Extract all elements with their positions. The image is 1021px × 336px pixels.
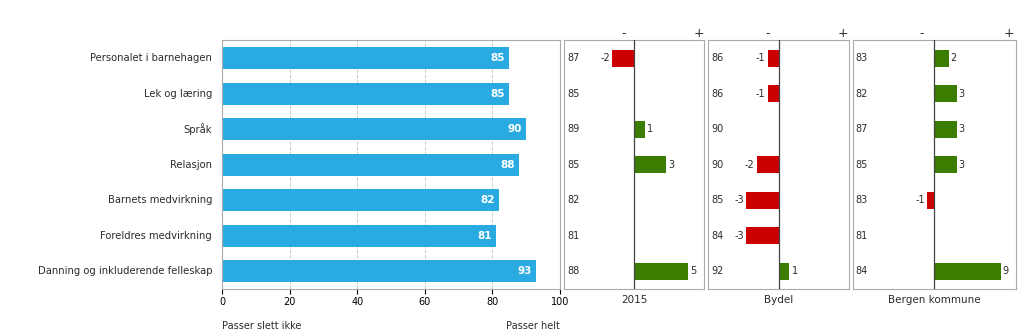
X-axis label: 2015: 2015 bbox=[621, 295, 647, 304]
Bar bbox=[757, 156, 779, 173]
Text: -2: -2 bbox=[745, 160, 755, 170]
Text: 85: 85 bbox=[490, 53, 505, 63]
Text: 3: 3 bbox=[958, 89, 964, 98]
Text: 89: 89 bbox=[567, 124, 579, 134]
Text: 83: 83 bbox=[855, 53, 867, 63]
Text: 85: 85 bbox=[490, 89, 505, 98]
Text: -: - bbox=[621, 27, 626, 40]
Text: Relasjon: Relasjon bbox=[171, 160, 212, 170]
Text: 5: 5 bbox=[690, 266, 696, 276]
Text: 81: 81 bbox=[567, 231, 579, 241]
Text: 82: 82 bbox=[855, 89, 868, 98]
Text: Lek og læring: Lek og læring bbox=[144, 89, 212, 98]
Text: Passer helt: Passer helt bbox=[505, 321, 560, 331]
Text: 93: 93 bbox=[518, 266, 532, 276]
Text: 82: 82 bbox=[567, 195, 579, 205]
Text: 83: 83 bbox=[855, 195, 867, 205]
Text: Personalet i barnehagen: Personalet i barnehagen bbox=[90, 53, 212, 63]
Bar bbox=[779, 263, 789, 280]
Bar bbox=[223, 154, 520, 176]
Bar bbox=[223, 189, 499, 211]
Bar bbox=[613, 49, 634, 67]
Text: Danning og inkluderende felleskap: Danning og inkluderende felleskap bbox=[38, 266, 212, 276]
Text: Språk: Språk bbox=[184, 123, 212, 135]
Text: 84: 84 bbox=[712, 231, 724, 241]
Bar bbox=[223, 83, 509, 104]
Bar bbox=[223, 225, 495, 247]
Bar bbox=[934, 156, 957, 173]
Bar bbox=[634, 156, 667, 173]
Text: 84: 84 bbox=[855, 266, 867, 276]
X-axis label: Bydel: Bydel bbox=[764, 295, 793, 304]
Text: -: - bbox=[920, 27, 924, 40]
Text: 86: 86 bbox=[712, 53, 724, 63]
Bar bbox=[934, 121, 957, 138]
Text: Passer slett ikke: Passer slett ikke bbox=[223, 321, 301, 331]
X-axis label: Bergen kommune: Bergen kommune bbox=[888, 295, 980, 304]
Text: -1: -1 bbox=[756, 89, 766, 98]
Text: +: + bbox=[1004, 27, 1015, 40]
Text: -3: -3 bbox=[734, 231, 744, 241]
Text: 3: 3 bbox=[958, 124, 964, 134]
Text: 88: 88 bbox=[567, 266, 579, 276]
Text: 87: 87 bbox=[855, 124, 868, 134]
Bar bbox=[768, 85, 779, 102]
Bar bbox=[746, 192, 779, 209]
Text: -1: -1 bbox=[756, 53, 766, 63]
Text: 3: 3 bbox=[669, 160, 675, 170]
Text: 3: 3 bbox=[958, 160, 964, 170]
Text: 85: 85 bbox=[567, 160, 579, 170]
Text: -1: -1 bbox=[916, 195, 925, 205]
Text: 90: 90 bbox=[712, 124, 724, 134]
Bar bbox=[746, 227, 779, 244]
Text: 85: 85 bbox=[567, 89, 579, 98]
Text: Barnets medvirkning: Barnets medvirkning bbox=[107, 195, 212, 205]
Bar bbox=[634, 263, 688, 280]
Bar bbox=[223, 47, 509, 69]
Text: 81: 81 bbox=[477, 231, 491, 241]
Text: 86: 86 bbox=[712, 89, 724, 98]
Text: Foreldres medvirkning: Foreldres medvirkning bbox=[100, 231, 212, 241]
Text: 2: 2 bbox=[951, 53, 957, 63]
Text: 1: 1 bbox=[647, 124, 653, 134]
Bar bbox=[768, 49, 779, 67]
Text: -: - bbox=[766, 27, 770, 40]
Bar bbox=[223, 260, 536, 282]
Text: 90: 90 bbox=[507, 124, 522, 134]
Bar bbox=[223, 118, 526, 140]
Text: 88: 88 bbox=[500, 160, 516, 170]
Bar bbox=[934, 85, 957, 102]
Text: +: + bbox=[838, 27, 848, 40]
Text: 85: 85 bbox=[855, 160, 868, 170]
Bar bbox=[634, 121, 645, 138]
Text: 1: 1 bbox=[791, 266, 797, 276]
Bar bbox=[934, 49, 950, 67]
Text: 9: 9 bbox=[1003, 266, 1009, 276]
Text: +: + bbox=[693, 27, 703, 40]
Text: 85: 85 bbox=[712, 195, 724, 205]
Text: 92: 92 bbox=[712, 266, 724, 276]
Text: 82: 82 bbox=[481, 195, 495, 205]
Text: 87: 87 bbox=[567, 53, 579, 63]
Bar bbox=[934, 263, 1001, 280]
Bar bbox=[927, 192, 934, 209]
Text: 90: 90 bbox=[712, 160, 724, 170]
Text: -3: -3 bbox=[734, 195, 744, 205]
Text: -2: -2 bbox=[600, 53, 611, 63]
Text: 81: 81 bbox=[855, 231, 867, 241]
